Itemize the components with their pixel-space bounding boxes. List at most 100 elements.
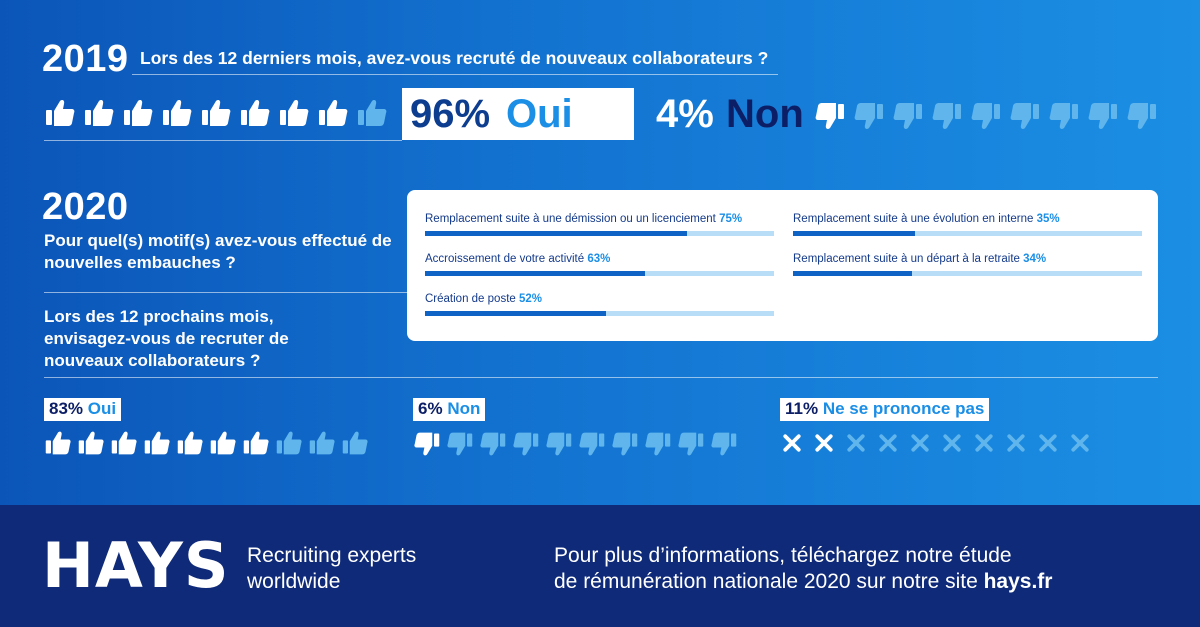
hays-logo: HAYS xyxy=(42,529,230,602)
thumbs-down-icon xyxy=(512,430,540,458)
reason-pct: 35% xyxy=(1036,213,1060,225)
footer: HAYS Recruiting experts worldwide Pour p… xyxy=(0,505,1200,627)
thumbs-up-icon xyxy=(356,97,388,129)
thumbs-up-icon xyxy=(143,429,171,457)
thumbs-up-icon xyxy=(44,97,76,129)
thumbs-up-icon xyxy=(209,429,237,457)
yes-2019-label: Oui xyxy=(506,92,573,136)
cross-icon xyxy=(1068,431,1092,455)
reason-bar-fill xyxy=(793,231,916,236)
thumbs-up-icon xyxy=(161,97,193,129)
yes-next-label: Oui xyxy=(87,399,117,418)
thumbs-up-row-2019 xyxy=(44,97,388,129)
reason-bar-fill xyxy=(425,311,607,316)
question-next: Lors des 12 prochains mois, envisagez-vo… xyxy=(44,307,289,370)
cross-icon xyxy=(876,431,900,455)
thumbs-down-icon xyxy=(413,430,441,458)
no-next-label: Non xyxy=(447,399,481,418)
thumbs-down-icon xyxy=(479,430,507,458)
thumbs-down-icon xyxy=(931,100,963,132)
thumbs-up-icon xyxy=(308,429,336,457)
divider xyxy=(44,377,1158,378)
thumbs-down-icon xyxy=(853,100,885,132)
cross-icon xyxy=(972,431,996,455)
divider xyxy=(132,74,778,75)
thumbs-up-icon xyxy=(275,429,303,457)
cross-icon xyxy=(1036,431,1060,455)
thumbs-down-icon xyxy=(1087,100,1119,132)
thumbs-down-icon xyxy=(446,430,474,458)
reason-bar-track xyxy=(793,231,1142,236)
thumbs-down-icon xyxy=(578,430,606,458)
thumbs-up-icon xyxy=(44,429,72,457)
thumbs-down-icon xyxy=(892,100,924,132)
thumbs-down-row-2019 xyxy=(814,100,1158,132)
thumbs-up-icon xyxy=(83,97,115,129)
reason-item: Remplacement suite à un départ à la retr… xyxy=(793,253,1142,276)
thumbs-up-icon xyxy=(317,97,349,129)
undecided-next-pct: 11% xyxy=(785,399,819,418)
thumbs-down-icon xyxy=(545,430,573,458)
thumbs-up-icon xyxy=(176,429,204,457)
info-text: Pour plus d’informations, téléchargez no… xyxy=(554,543,1052,595)
thumbs-up-icon xyxy=(239,97,271,129)
reason-label: Remplacement suite à une évolution en in… xyxy=(793,213,1034,225)
reason-label: Remplacement suite à une démission ou un… xyxy=(425,213,716,225)
site-link[interactable]: hays.fr xyxy=(983,570,1053,593)
info-line: de rémunération nationale 2020 sur notre… xyxy=(554,570,984,593)
reason-bar-track xyxy=(425,231,774,236)
thumbs-up-icon xyxy=(200,97,232,129)
thumbs-down-icon xyxy=(710,430,738,458)
infographic-panel: 2019 Lors des 12 derniers mois, avez-vou… xyxy=(0,0,1200,505)
thumbs-up-icon xyxy=(242,429,270,457)
reason-item: Création de poste 52% xyxy=(425,293,774,316)
thumbs-down-row-next xyxy=(413,430,738,458)
thumbs-up-icon xyxy=(278,97,310,129)
yes-next-pct: 83% xyxy=(49,399,84,418)
reason-bar-fill xyxy=(425,231,687,236)
no-next-badge: 6% Non xyxy=(413,398,486,421)
reason-item: Remplacement suite à une évolution en in… xyxy=(793,213,1142,236)
thumbs-up-icon xyxy=(122,97,154,129)
divider xyxy=(44,140,402,141)
divider xyxy=(44,292,407,293)
cross-icon xyxy=(1004,431,1028,455)
reason-label: Création de poste xyxy=(425,293,516,305)
thumbs-up-icon xyxy=(341,429,369,457)
reason-bar-track xyxy=(793,271,1142,276)
reason-item: Accroissement de votre activité 63% xyxy=(425,253,774,276)
no-2019-label: Non xyxy=(726,92,804,136)
thumbs-up-icon xyxy=(77,429,105,457)
reasons-card: Remplacement suite à une démission ou un… xyxy=(407,190,1158,341)
year-2020: 2020 xyxy=(42,186,129,228)
reason-item: Remplacement suite à une démission ou un… xyxy=(425,213,774,236)
question-2019: Lors des 12 derniers mois, avez-vous rec… xyxy=(140,48,769,68)
question-2020: Pour quel(s) motif(s) avez-vous effectué… xyxy=(44,231,392,272)
reason-pct: 34% xyxy=(1023,253,1047,265)
thumbs-up-row-next xyxy=(44,429,369,457)
reason-label: Accroissement de votre activité xyxy=(425,253,585,265)
reason-bar-track xyxy=(425,311,774,316)
undecided-next-badge: 11% Ne se prononce pas xyxy=(780,398,990,421)
reason-bar-track xyxy=(425,271,774,276)
thumbs-down-icon xyxy=(1126,100,1158,132)
cross-row-next xyxy=(780,431,1092,455)
tagline-line: Recruiting experts xyxy=(247,544,417,567)
thumbs-down-icon xyxy=(611,430,639,458)
cross-icon xyxy=(908,431,932,455)
yes-2019-pct: 96% xyxy=(410,92,491,136)
reason-bar-fill xyxy=(425,271,645,276)
thumbs-down-icon xyxy=(1009,100,1041,132)
cross-icon xyxy=(812,431,836,455)
reason-bar-fill xyxy=(793,271,912,276)
reason-pct: 63% xyxy=(587,253,611,265)
thumbs-down-icon xyxy=(970,100,1002,132)
tagline: Recruiting experts worldwide xyxy=(247,543,416,595)
reason-pct: 75% xyxy=(719,213,743,225)
reason-label: Remplacement suite à un départ à la retr… xyxy=(793,253,1020,265)
year-2019: 2019 xyxy=(42,38,129,80)
no-2019-pct: 4% xyxy=(656,92,714,136)
no-next-pct: 6% xyxy=(418,399,443,418)
yes-next-badge: 83% Oui xyxy=(44,398,122,421)
undecided-next-label: Ne se prononce pas xyxy=(822,399,985,418)
